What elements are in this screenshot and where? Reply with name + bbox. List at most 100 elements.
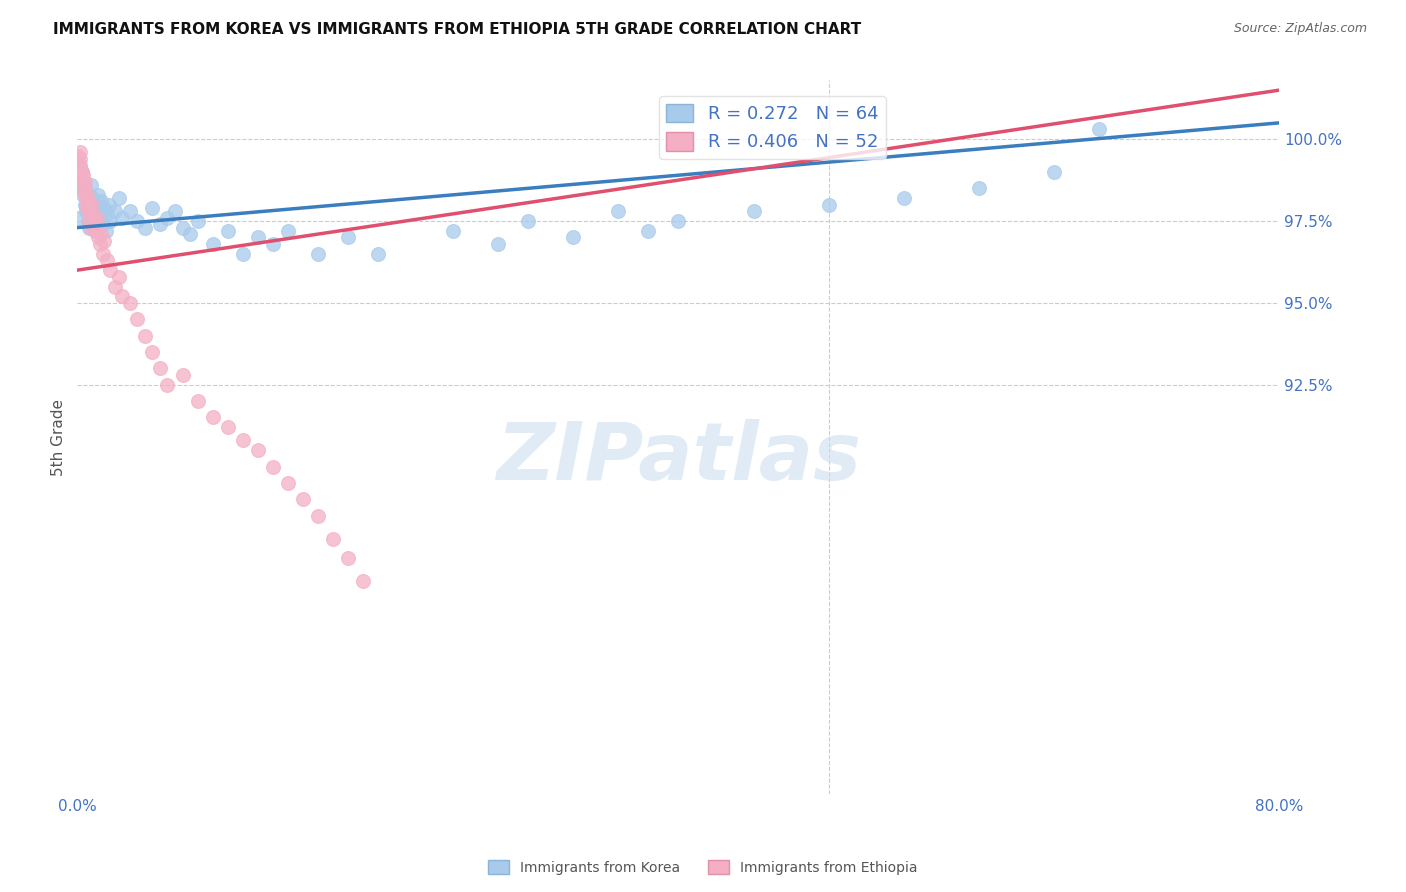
Point <box>76 194 98 209</box>
Point <box>486 236 509 251</box>
Point <box>94 224 117 238</box>
Point <box>96 253 118 268</box>
Point <box>352 574 374 588</box>
Point <box>87 230 110 244</box>
Point <box>70 165 93 179</box>
Point <box>83 197 105 211</box>
Point <box>127 214 149 228</box>
Point <box>67 148 90 162</box>
Point <box>562 230 585 244</box>
Point <box>1088 122 1111 136</box>
Point <box>79 214 101 228</box>
Point <box>91 246 114 260</box>
Point <box>82 204 104 219</box>
Point <box>336 230 359 244</box>
Point <box>108 191 131 205</box>
Legend: Immigrants from Korea, Immigrants from Ethiopia: Immigrants from Korea, Immigrants from E… <box>482 855 924 880</box>
Point <box>246 443 269 458</box>
Point <box>73 175 96 189</box>
Point <box>97 197 120 211</box>
Point <box>668 214 690 228</box>
Point <box>91 217 114 231</box>
Point <box>96 207 118 221</box>
Point <box>69 171 91 186</box>
Point <box>73 187 96 202</box>
Point <box>84 211 107 225</box>
Point <box>134 220 156 235</box>
Point <box>86 201 108 215</box>
Point <box>72 168 94 182</box>
Point <box>70 171 93 186</box>
Point <box>73 181 96 195</box>
Point <box>307 508 329 523</box>
Point <box>75 204 97 219</box>
Point <box>201 236 224 251</box>
Point <box>187 394 209 409</box>
Point <box>441 224 464 238</box>
Point <box>277 475 299 490</box>
Point <box>75 185 97 199</box>
Point <box>817 197 839 211</box>
Point <box>141 345 163 359</box>
Point <box>217 224 239 238</box>
Point <box>187 214 209 228</box>
Point <box>291 492 314 507</box>
Point <box>82 191 104 205</box>
Point <box>76 191 98 205</box>
Point <box>73 197 96 211</box>
Point <box>637 224 659 238</box>
Point <box>69 161 91 176</box>
Point <box>246 230 269 244</box>
Point <box>69 145 91 160</box>
Point <box>76 214 98 228</box>
Point <box>742 204 765 219</box>
Point <box>67 211 90 225</box>
Text: IMMIGRANTS FROM KOREA VS IMMIGRANTS FROM ETHIOPIA 5TH GRADE CORRELATION CHART: IMMIGRANTS FROM KOREA VS IMMIGRANTS FROM… <box>53 22 862 37</box>
Point <box>80 220 103 235</box>
Point <box>967 181 990 195</box>
Point <box>80 178 103 192</box>
Point <box>108 269 131 284</box>
Point <box>79 201 101 215</box>
Point <box>84 224 107 238</box>
Point <box>367 246 389 260</box>
Point <box>69 152 91 166</box>
Point <box>72 187 94 202</box>
Point <box>76 204 98 219</box>
Point <box>307 246 329 260</box>
Point <box>90 194 112 209</box>
Point <box>232 246 254 260</box>
Point <box>262 459 284 474</box>
Text: ZIPatlas: ZIPatlas <box>496 419 860 498</box>
Point <box>179 227 201 241</box>
Point <box>262 236 284 251</box>
Point <box>893 191 915 205</box>
Point <box>134 328 156 343</box>
Point <box>336 551 359 566</box>
Point <box>67 158 90 172</box>
Point <box>86 211 108 225</box>
Point <box>172 368 194 382</box>
Point <box>100 263 122 277</box>
Point <box>93 201 115 215</box>
Y-axis label: 5th Grade: 5th Grade <box>51 399 66 475</box>
Point <box>149 361 172 376</box>
Point <box>277 224 299 238</box>
Point <box>156 211 179 225</box>
Point <box>127 312 149 326</box>
Point <box>82 197 104 211</box>
Text: Source: ZipAtlas.com: Source: ZipAtlas.com <box>1233 22 1367 36</box>
Point <box>93 234 115 248</box>
Point <box>104 279 127 293</box>
Point <box>79 220 101 235</box>
Point <box>517 214 540 228</box>
Point <box>75 185 97 199</box>
Point <box>70 181 93 195</box>
Point <box>149 217 172 231</box>
Point <box>100 214 122 228</box>
Point <box>89 207 111 221</box>
Point <box>118 204 141 219</box>
Point <box>90 227 112 241</box>
Point <box>89 236 111 251</box>
Point <box>217 420 239 434</box>
